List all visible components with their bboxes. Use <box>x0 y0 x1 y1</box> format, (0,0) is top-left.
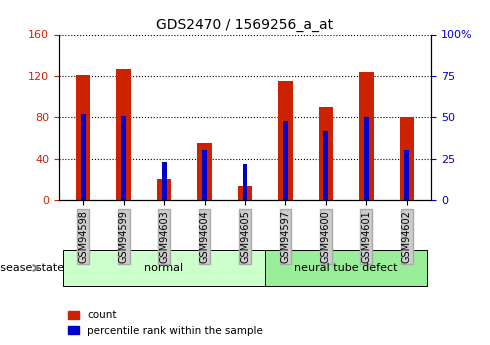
Bar <box>117 69 131 200</box>
Legend: count, percentile rank within the sample: count, percentile rank within the sample <box>64 306 267 340</box>
Bar <box>319 107 333 200</box>
Bar <box>400 117 414 200</box>
Bar <box>323 130 328 200</box>
Text: neural tube defect: neural tube defect <box>294 263 398 273</box>
Bar <box>63 250 265 286</box>
Bar <box>278 81 293 200</box>
Bar <box>157 179 171 200</box>
Bar <box>364 117 369 200</box>
Bar <box>121 116 126 200</box>
Bar <box>243 164 247 200</box>
Bar <box>359 72 373 200</box>
Bar <box>76 75 90 200</box>
Bar <box>404 150 409 200</box>
Text: normal: normal <box>145 263 184 273</box>
Title: GDS2470 / 1569256_a_at: GDS2470 / 1569256_a_at <box>156 18 334 32</box>
Bar <box>238 186 252 200</box>
Text: disease state: disease state <box>0 263 64 273</box>
Bar <box>265 250 427 286</box>
Bar <box>283 121 288 200</box>
Bar <box>81 114 86 200</box>
Bar <box>162 162 167 200</box>
Bar <box>197 143 212 200</box>
Bar <box>202 150 207 200</box>
